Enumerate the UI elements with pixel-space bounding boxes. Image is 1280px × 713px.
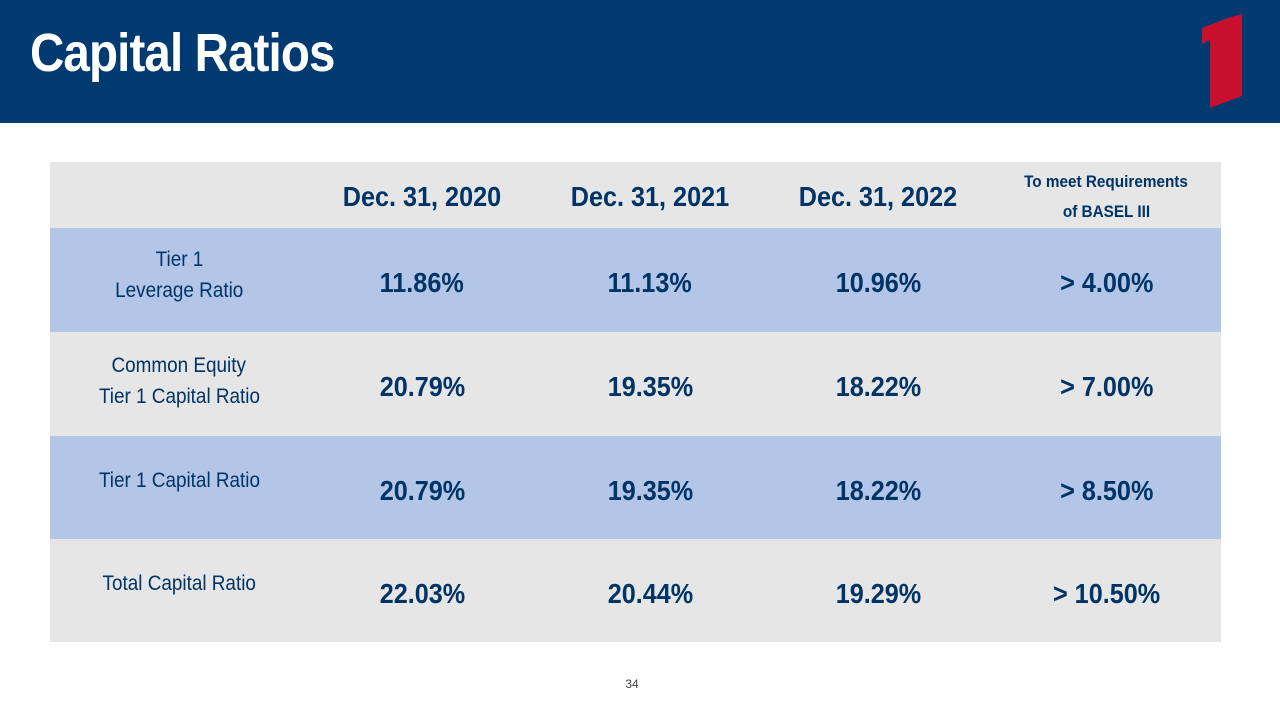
value-cell: 18.22%: [835, 371, 921, 402]
row-label-cet1-capital: Common Equity Tier 1 Capital Ratio: [98, 354, 260, 408]
table-row: Total Capital Ratio 22.03% 20.44% 19.29%…: [50, 539, 1221, 642]
value-cell: 20.79%: [379, 371, 465, 402]
value-cell: 11.86%: [379, 267, 465, 298]
requirement-cell: > 7.00%: [1059, 371, 1154, 402]
requirement-cell: > 4.00%: [1059, 267, 1154, 298]
value-cell: 20.44%: [607, 577, 693, 609]
table-row: Tier 1 Leverage Ratio 11.86% 11.13% 10.9…: [50, 228, 1221, 332]
value-cell: 20.79%: [379, 474, 465, 506]
value-cell: 18.22%: [835, 474, 921, 506]
row-label-tier1-capital: Tier 1 Capital Ratio: [98, 469, 260, 492]
requirement-cell: > 10.50%: [1052, 577, 1161, 609]
page-title: Capital Ratios: [30, 23, 335, 83]
value-cell: 11.13%: [607, 267, 693, 298]
value-cell: 19.29%: [835, 577, 921, 609]
value-cell: 22.03%: [379, 577, 465, 609]
column-header-basel-requirement: To meet Requirements of BASEL III: [1024, 172, 1189, 221]
capital-ratios-table: Dec. 31, 2020 Dec. 31, 2021 Dec. 31, 202…: [50, 162, 1221, 642]
bank-logo-icon: [1202, 14, 1242, 108]
value-cell: 19.35%: [607, 371, 693, 402]
column-header-2020: Dec. 31, 2020: [342, 181, 502, 212]
page-number: 34: [625, 677, 639, 691]
row-label-total-capital: Total Capital Ratio: [102, 572, 256, 595]
table-header-row: Dec. 31, 2020 Dec. 31, 2021 Dec. 31, 202…: [50, 162, 1221, 228]
table-row: Tier 1 Capital Ratio 20.79% 19.35% 18.22…: [50, 436, 1221, 539]
value-cell: 19.35%: [607, 474, 693, 506]
column-header-2022: Dec. 31, 2022: [798, 181, 958, 212]
requirement-cell: > 8.50%: [1059, 474, 1154, 506]
table-row: Common Equity Tier 1 Capital Ratio 20.79…: [50, 332, 1221, 436]
value-cell: 10.96%: [835, 267, 921, 298]
slide-header: Capital Ratios: [0, 0, 1280, 123]
column-header-2021: Dec. 31, 2021: [570, 181, 730, 212]
row-label-tier1-leverage: Tier 1 Leverage Ratio: [114, 248, 244, 302]
